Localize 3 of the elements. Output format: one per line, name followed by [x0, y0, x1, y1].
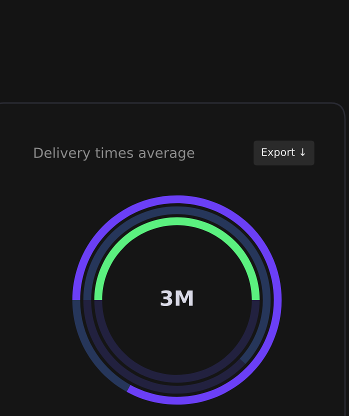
chart-title: Delivery times average	[34, 147, 194, 161]
text: Export ↓	[262, 148, 305, 158]
text: 3M	[160, 290, 193, 306]
